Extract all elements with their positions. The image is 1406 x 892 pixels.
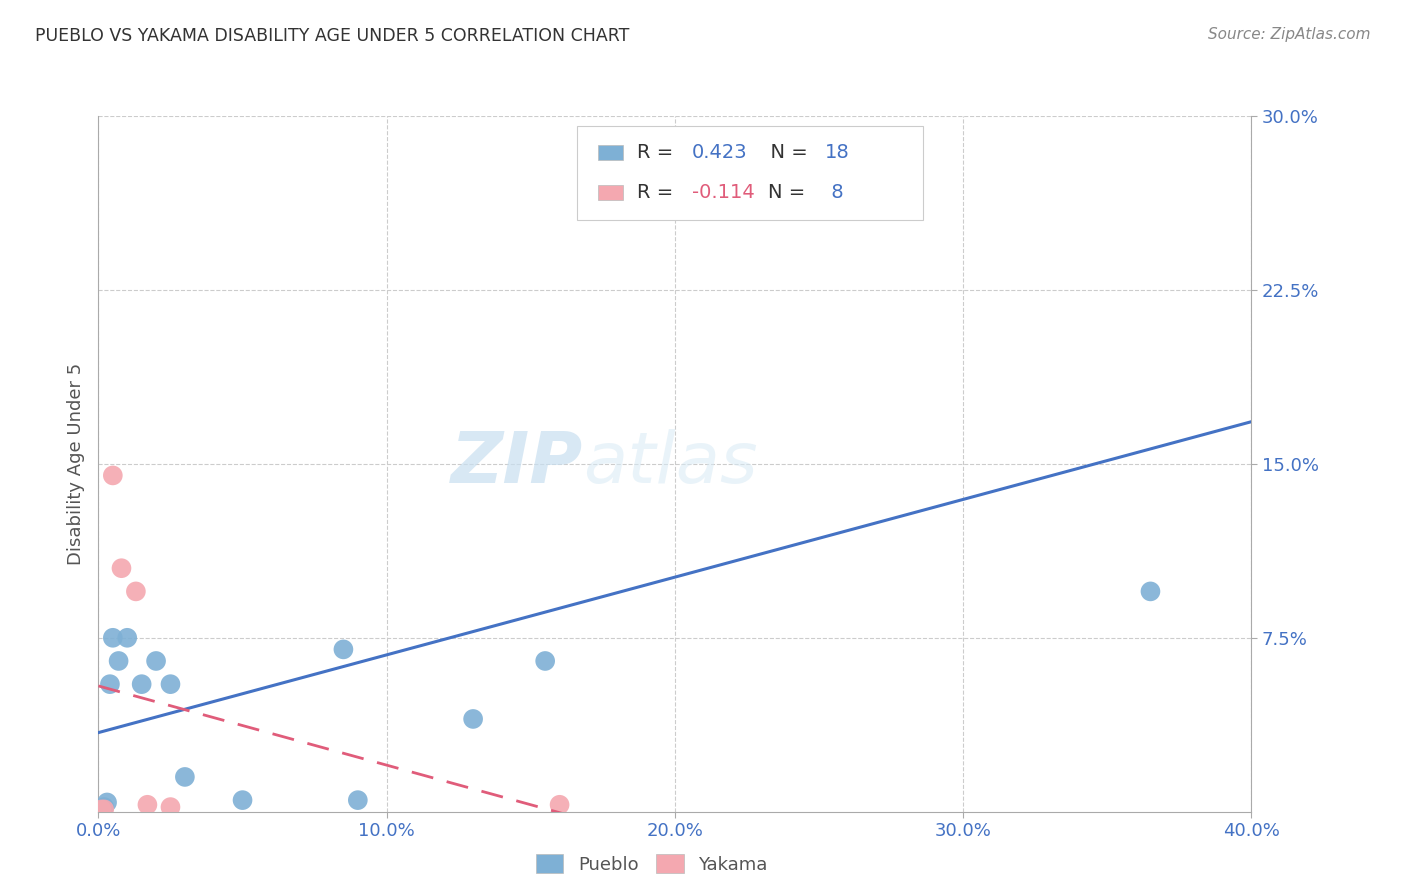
Text: ZIP: ZIP: [450, 429, 582, 499]
Point: [346, 793, 368, 807]
Point: [721, 167, 744, 181]
Point: [461, 712, 484, 726]
Point: [125, 584, 148, 599]
Point: [548, 797, 571, 812]
Point: [101, 468, 124, 483]
Point: [159, 800, 181, 814]
Text: R =: R =: [637, 144, 679, 162]
Text: -0.114: -0.114: [692, 183, 755, 202]
Point: [96, 796, 118, 810]
Y-axis label: Disability Age Under 5: Disability Age Under 5: [66, 363, 84, 565]
FancyBboxPatch shape: [598, 145, 623, 161]
Text: 0.423: 0.423: [692, 144, 748, 162]
Point: [1139, 584, 1161, 599]
Point: [332, 642, 354, 657]
Point: [231, 793, 254, 807]
Point: [90, 802, 112, 816]
Point: [136, 797, 159, 812]
FancyBboxPatch shape: [576, 127, 922, 220]
Text: Source: ZipAtlas.com: Source: ZipAtlas.com: [1208, 27, 1371, 42]
Point: [131, 677, 153, 691]
Point: [174, 770, 197, 784]
Legend: Pueblo, Yakama: Pueblo, Yakama: [527, 846, 776, 883]
Point: [110, 561, 132, 575]
Point: [117, 631, 138, 645]
Point: [98, 677, 121, 691]
Point: [534, 654, 557, 668]
Point: [145, 654, 167, 668]
Text: atlas: atlas: [582, 429, 758, 499]
Point: [93, 800, 115, 814]
Point: [90, 802, 112, 816]
Point: [107, 654, 129, 668]
Point: [93, 802, 115, 816]
Text: N =: N =: [758, 144, 814, 162]
FancyBboxPatch shape: [598, 185, 623, 200]
Text: PUEBLO VS YAKAMA DISABILITY AGE UNDER 5 CORRELATION CHART: PUEBLO VS YAKAMA DISABILITY AGE UNDER 5 …: [35, 27, 630, 45]
Text: 8: 8: [825, 183, 844, 202]
Text: R =: R =: [637, 183, 679, 202]
Point: [159, 677, 181, 691]
Text: 18: 18: [825, 144, 849, 162]
Text: N =: N =: [768, 183, 811, 202]
Point: [101, 631, 124, 645]
